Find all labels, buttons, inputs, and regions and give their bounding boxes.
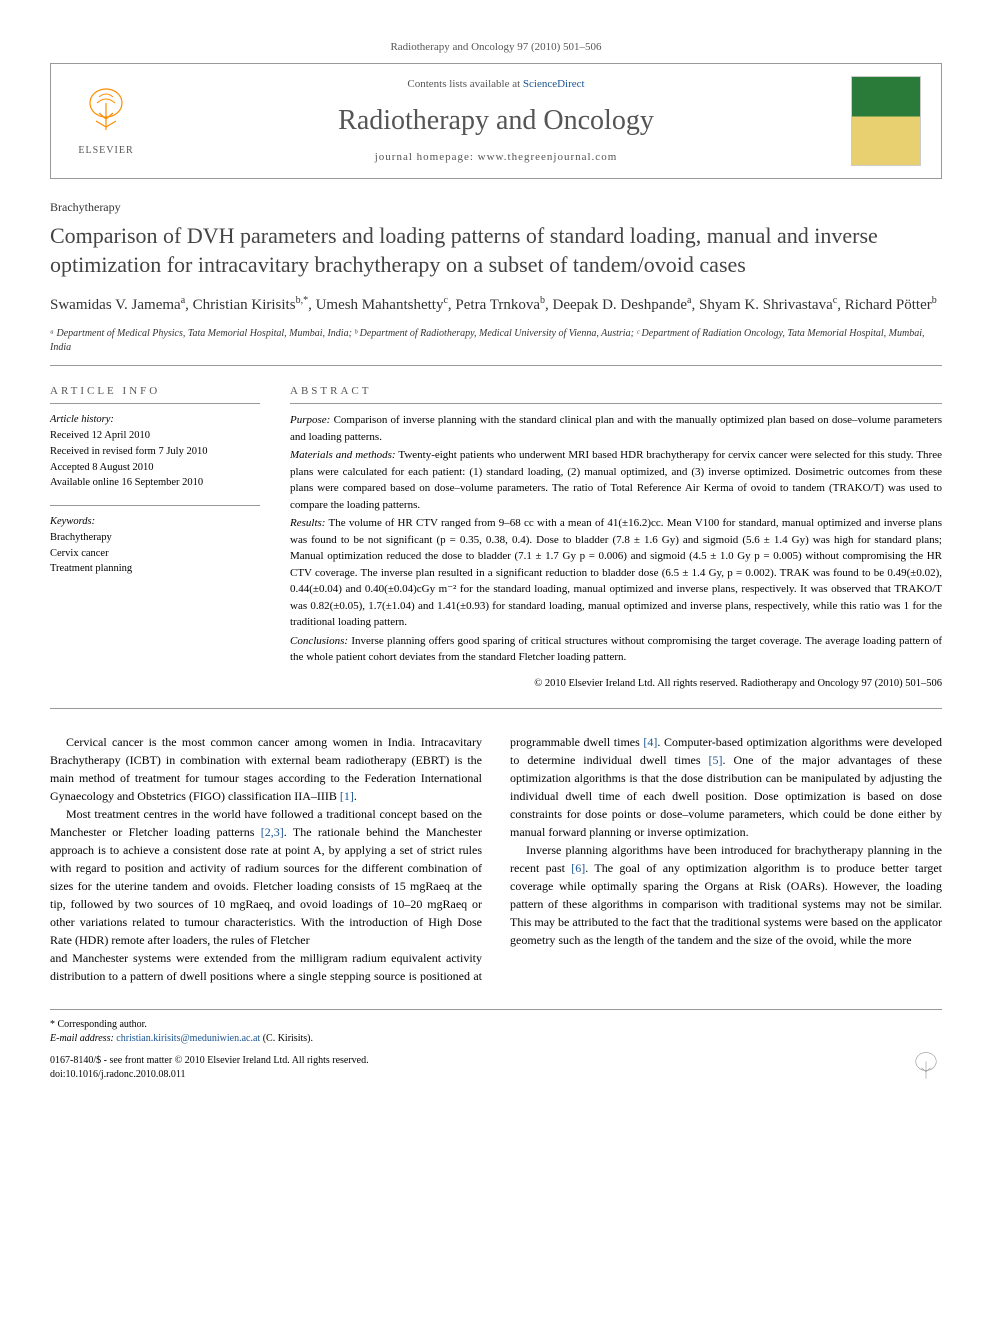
author: Umesh Mahantshettyc bbox=[316, 297, 448, 313]
page-footer: * Corresponding author. E-mail address: … bbox=[50, 1009, 942, 1082]
keyword: Cervix cancer bbox=[50, 546, 260, 562]
author: Shyam K. Shrivastavac bbox=[699, 297, 837, 313]
abstract-heading: abstract bbox=[290, 384, 942, 404]
history-line: Accepted 8 August 2010 bbox=[50, 460, 260, 476]
article-info-heading: article info bbox=[50, 384, 260, 404]
abstract-body: Purpose: Comparison of inverse planning … bbox=[290, 412, 942, 691]
elsevier-tree-icon bbox=[81, 85, 131, 135]
corresponding-author-label: * Corresponding author. bbox=[50, 1018, 369, 1032]
author: Christian Kirisitsb,* bbox=[193, 297, 308, 313]
history-line: Received 12 April 2010 bbox=[50, 428, 260, 444]
issn-line: 0167-8140/$ - see front matter © 2010 El… bbox=[50, 1054, 369, 1068]
history-line: Available online 16 September 2010 bbox=[50, 475, 260, 491]
journal-header-box: ELSEVIER Contents lists available at Sci… bbox=[50, 63, 942, 179]
contents-prefix: Contents lists available at bbox=[407, 78, 522, 90]
author: Swamidas V. Jamemaa bbox=[50, 297, 185, 313]
article-title: Comparison of DVH parameters and loading… bbox=[50, 222, 942, 279]
abstract-methods-label: Materials and methods: bbox=[290, 449, 396, 461]
keywords-label: Keywords: bbox=[50, 514, 260, 530]
email-person: (C. Kirisits). bbox=[263, 1033, 313, 1044]
article-body: Cervical cancer is the most common cance… bbox=[50, 733, 942, 985]
elsevier-mini-icon bbox=[910, 1050, 942, 1082]
author: Richard Pötterb bbox=[845, 297, 937, 313]
author: Deepak D. Deshpandea bbox=[553, 297, 692, 313]
abstract-purpose: Comparison of inverse planning with the … bbox=[290, 414, 942, 443]
history-line: Received in revised form 7 July 2010 bbox=[50, 444, 260, 460]
contents-available-line: Contents lists available at ScienceDirec… bbox=[141, 77, 851, 92]
journal-homepage: journal homepage: www.thegreenjournal.co… bbox=[141, 150, 851, 165]
abstract-conclusions: Inverse planning offers good sparing of … bbox=[290, 635, 942, 664]
abstract-purpose-label: Purpose: bbox=[290, 414, 330, 426]
keyword: Brachytherapy bbox=[50, 530, 260, 546]
abstract-results-label: Results: bbox=[290, 517, 325, 529]
citation-link[interactable]: [5] bbox=[709, 753, 723, 767]
keyword: Treatment planning bbox=[50, 561, 260, 577]
doi-line: doi:10.1016/j.radonc.2010.08.011 bbox=[50, 1068, 369, 1082]
authors-list: Swamidas V. Jamemaa, Christian Kirisitsb… bbox=[50, 293, 942, 317]
body-para: Cervical cancer is the most common cance… bbox=[50, 735, 482, 803]
abstract-conclusions-label: Conclusions: bbox=[290, 635, 348, 647]
abstract-copyright: © 2010 Elsevier Ireland Ltd. All rights … bbox=[290, 676, 942, 692]
journal-name: Radiotherapy and Oncology bbox=[141, 101, 851, 140]
citation-link[interactable]: [4] bbox=[643, 735, 657, 749]
abstract-results: The volume of HR CTV ranged from 9–68 cc… bbox=[290, 517, 942, 628]
email-label: E-mail address: bbox=[50, 1033, 114, 1044]
journal-reference: Radiotherapy and Oncology 97 (2010) 501–… bbox=[50, 40, 942, 55]
author: Petra Trnkovab bbox=[455, 297, 545, 313]
article-history-block: Article history: Received 12 April 2010 … bbox=[50, 412, 260, 491]
affiliations: ᵃ Department of Medical Physics, Tata Me… bbox=[50, 327, 942, 366]
sciencedirect-link[interactable]: ScienceDirect bbox=[523, 78, 585, 90]
corresponding-email-link[interactable]: christian.kirisits@meduniwien.ac.at bbox=[116, 1033, 260, 1044]
keywords-block: Keywords: Brachytherapy Cervix cancer Tr… bbox=[50, 514, 260, 577]
elsevier-logo: ELSEVIER bbox=[71, 85, 141, 158]
article-history-label: Article history: bbox=[50, 412, 260, 428]
article-type: Brachytherapy bbox=[50, 199, 942, 216]
elsevier-label: ELSEVIER bbox=[71, 144, 141, 158]
corresponding-author-block: * Corresponding author. E-mail address: … bbox=[50, 1018, 369, 1082]
citation-link[interactable]: [1] bbox=[340, 789, 354, 803]
journal-cover-thumbnail bbox=[851, 76, 921, 166]
citation-link[interactable]: [6] bbox=[571, 861, 585, 875]
citation-link[interactable]: [2,3] bbox=[261, 825, 284, 839]
